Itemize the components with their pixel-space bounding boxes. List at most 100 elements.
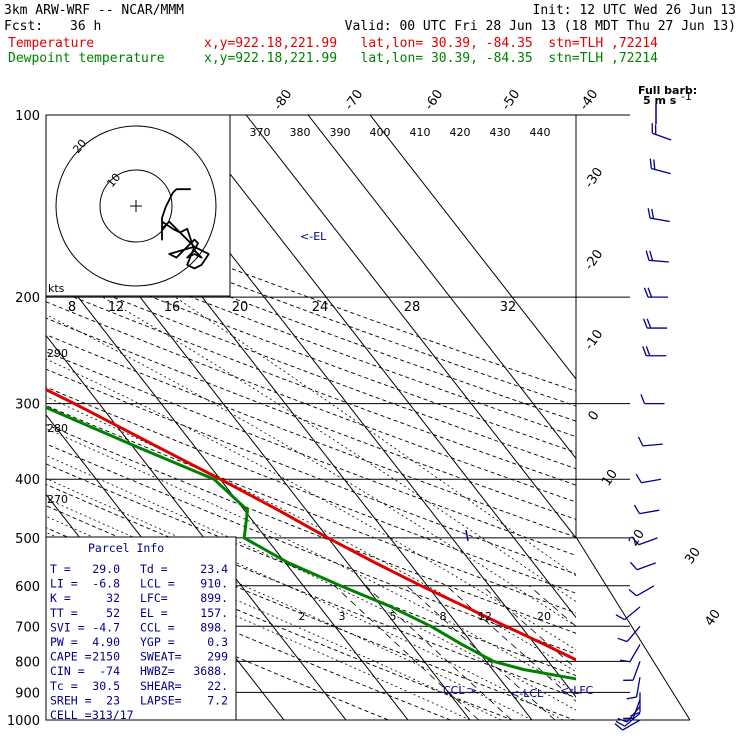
wind-barb-staff — [636, 585, 655, 597]
isotherm-label: -10 — [582, 327, 606, 353]
theta-label: 440 — [530, 126, 551, 139]
wind-barb-flag — [631, 536, 640, 546]
mixing-ratio-label: 3 — [339, 610, 346, 623]
pressure-tick-label: 300 — [15, 398, 40, 413]
wind-barb-staff — [626, 625, 641, 643]
parcel-info-cell: CAPE = — [50, 650, 92, 664]
marker-text: LCL — [523, 687, 544, 700]
isotherm-label: -40 — [577, 87, 601, 113]
wind-barb-flag — [647, 287, 653, 298]
temperature-label: Temperature — [8, 36, 94, 51]
isotherm-label: 30 — [682, 545, 704, 567]
wind-barb — [615, 712, 641, 727]
mixing-ratio-line — [529, 585, 576, 627]
moist-adiabat — [46, 498, 533, 720]
parcel-info-cell: 2150 — [92, 650, 120, 664]
parcel-info-cell: PW = — [50, 635, 78, 649]
isotherm-label: -80 — [271, 87, 295, 113]
isotherm-line — [183, 115, 576, 619]
wind-barb — [643, 287, 668, 298]
parcel-info-title: Parcel Info — [88, 541, 164, 555]
theta-label: 420 — [450, 126, 471, 139]
parcel-info-cell: 52 — [106, 606, 120, 620]
dry-adiabat — [46, 197, 576, 392]
wind-barb-staff — [641, 478, 662, 484]
wind-barb-flag — [651, 208, 655, 219]
theta-label: 390 — [330, 126, 351, 139]
isotherm-label: -30 — [582, 165, 606, 191]
wind-barb-flag — [649, 158, 652, 169]
dry-adiabat — [46, 505, 576, 720]
wind-barb-flag — [635, 473, 642, 484]
wind-barb — [623, 699, 641, 720]
wind-barb — [623, 661, 641, 681]
wind-barb-flag — [628, 588, 638, 597]
parcel-info-cell: TT = — [50, 606, 78, 620]
pressure-tick-label: 100 — [15, 109, 40, 124]
parcel-info-cell: SVI = — [50, 620, 85, 634]
moist-adiabat — [46, 428, 576, 693]
wind-barb-flag — [629, 561, 638, 571]
wind-barb — [647, 208, 670, 223]
hodograph-trace — [161, 188, 210, 270]
dry-adiabat — [46, 211, 576, 407]
wind-barb — [637, 436, 663, 447]
profile-group — [46, 387, 576, 681]
parcel-info-cell: SREH = — [50, 693, 92, 707]
wind-barb — [633, 504, 660, 515]
parcel-info-cell: CELL = — [50, 708, 92, 722]
moist-adiabat — [174, 296, 576, 577]
plot-slant-edge — [575, 536, 691, 721]
marker-text: LFC — [573, 684, 593, 697]
wind-barb — [614, 719, 641, 731]
wind-barb-flag — [646, 318, 652, 329]
dry-adiabat — [46, 269, 576, 470]
wind-barb-column — [614, 123, 672, 731]
wind-barb-flag — [633, 504, 641, 514]
wind-barb-flag — [620, 659, 631, 663]
wind-barb — [615, 606, 641, 621]
mixing-ratio-label: 20 — [537, 610, 551, 623]
parcel-info-cell: CCL = — [140, 620, 175, 634]
hodograph-speed-label: 8 — [68, 300, 76, 315]
hodograph-speed-label: 16 — [164, 300, 181, 315]
parcel-info-cell: HWBZ= — [140, 664, 175, 678]
parcel-info-cell: Tc = — [50, 679, 78, 693]
wind-barb — [642, 318, 668, 329]
fcst-value: 36 h — [70, 19, 101, 34]
parcel-info-cell: 3688. — [193, 664, 228, 678]
isotherm-label: -70 — [342, 87, 366, 113]
pressure-tick-label: 600 — [15, 580, 40, 595]
theta-label: 400 — [370, 126, 391, 139]
hodograph-speed-label: 20 — [232, 300, 249, 315]
parcel-info-cell: 4.90 — [92, 635, 120, 649]
isotherm-label: 40 — [702, 607, 724, 629]
wind-barb-staff — [642, 443, 663, 447]
parcel-info-cell: 30.5 — [92, 679, 120, 693]
wind-barb — [651, 123, 672, 141]
wind-barb — [631, 536, 658, 546]
parcel-info-cell: Td = — [140, 562, 168, 576]
pressure-tick-label: 1000 — [7, 714, 40, 729]
wind-barb — [640, 394, 665, 405]
parcel-info-cell: EL = — [140, 606, 168, 620]
parcel-info-cell: K = — [50, 591, 71, 605]
theta-side-label: 270 — [47, 493, 68, 506]
isotherm-line — [307, 115, 576, 460]
wind-barb-flag — [617, 637, 628, 643]
wind-barb-flag — [640, 394, 646, 404]
dry-adiabat — [46, 351, 576, 556]
mixing-ratio-label: 2 — [299, 610, 306, 623]
wind-barb-flag — [637, 436, 644, 447]
parcel-info-cell: 313/17 — [92, 708, 134, 722]
isotherm-label: -50 — [499, 87, 523, 113]
hodograph-speed-label: 28 — [404, 300, 421, 315]
theta-label: 370 — [250, 126, 271, 139]
parcel-info-cell: 23 — [106, 693, 120, 707]
hodograph-ring — [55, 125, 217, 287]
marker-text: EL — [313, 230, 327, 243]
isotherm-label: 20 — [626, 527, 648, 549]
parcel-info-cell: 29.0 — [92, 562, 120, 576]
